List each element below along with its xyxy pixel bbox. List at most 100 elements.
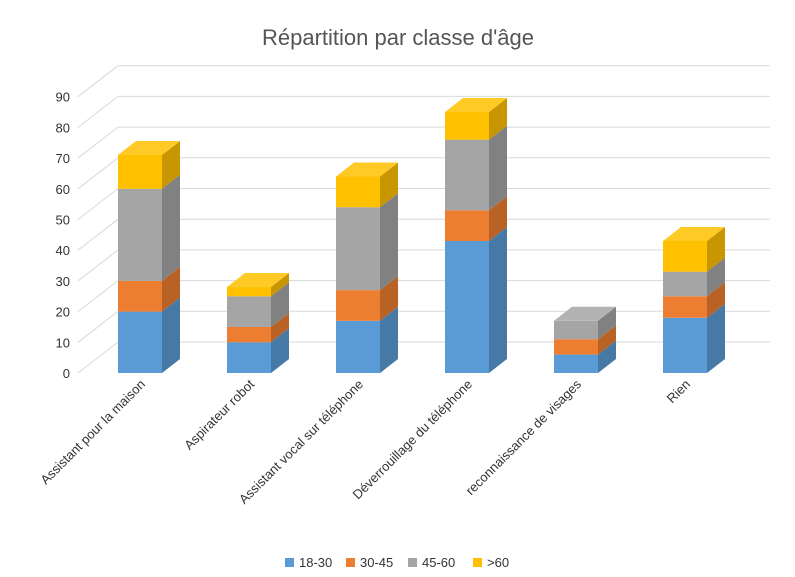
bar-segment	[227, 342, 271, 373]
gridline-diagonal	[77, 126, 119, 159]
y-tick-label: 0	[63, 366, 70, 381]
bar-stack	[554, 306, 616, 373]
bar-segment	[118, 280, 162, 312]
legend-swatch	[285, 558, 294, 567]
category-label: Déverrouillage du téléphone	[350, 377, 476, 503]
bar-stack	[663, 226, 725, 373]
bar-segment-side	[489, 226, 507, 373]
category-label: Assistant vocal sur téléphone	[236, 377, 366, 507]
bar-segment-side	[598, 340, 616, 373]
bar-segment-side	[162, 174, 180, 281]
bar-segment	[663, 296, 707, 318]
legend-swatch	[473, 558, 482, 567]
gridline-diagonal	[77, 157, 119, 190]
bar-segment	[336, 207, 380, 291]
gridlines	[77, 65, 770, 374]
bar-segment-side	[271, 282, 289, 327]
gridline-diagonal	[77, 280, 119, 312]
bar-segment-side	[707, 257, 725, 297]
bar-top	[663, 226, 725, 241]
bar-segment	[445, 210, 489, 241]
bar-stack	[336, 162, 398, 373]
bar-segment-side	[707, 282, 725, 318]
legend-label: 18-30	[299, 555, 332, 570]
bar-segment-side	[271, 312, 289, 343]
category-labels: Assistant pour la maison Aspirateur robot…	[37, 376, 693, 507]
bar-segment-side	[380, 193, 398, 291]
bar-top	[554, 306, 616, 321]
y-axis-ticks: 0 10 20 30 40 50 60 70 80 90	[56, 90, 70, 381]
bar-segment	[336, 320, 380, 373]
legend: 18-30 30-45 45-60 >60	[285, 555, 509, 570]
bar-segment-side	[162, 141, 180, 189]
y-tick-label: 70	[56, 151, 70, 166]
bar-stack	[227, 273, 289, 373]
legend-label: 45-60	[422, 555, 455, 570]
legend-swatch	[408, 558, 417, 567]
category-label: Aspirateur robot	[181, 376, 257, 452]
gridline-diagonal	[77, 188, 119, 220]
bar-segment	[554, 354, 598, 373]
bar-segment-side	[271, 328, 289, 373]
bar-segment	[445, 240, 489, 373]
bar-segment	[227, 287, 271, 297]
bar-segment	[336, 290, 380, 321]
bar-segment-side	[707, 226, 725, 272]
bar-segment-side	[598, 325, 616, 355]
category-label: Assistant pour la maison	[37, 377, 148, 488]
gridline-diagonal	[77, 65, 119, 98]
bar-segment-side	[380, 162, 398, 208]
bar-segment	[445, 112, 489, 140]
legend-swatch	[346, 558, 355, 567]
y-tick-label: 50	[56, 213, 70, 228]
bar-segment-side	[489, 125, 507, 211]
gridline-diagonal	[77, 310, 119, 343]
bar-segment-side	[162, 266, 180, 312]
y-tick-label: 60	[56, 182, 70, 197]
bar-segment-side	[489, 98, 507, 140]
bar-segment	[663, 317, 707, 373]
bars	[118, 98, 725, 373]
gridline-diagonal	[77, 218, 119, 251]
y-tick-label: 40	[56, 243, 70, 258]
bar-top	[227, 273, 289, 288]
bar-top	[336, 162, 398, 177]
bar-segment	[554, 320, 598, 340]
bar-top	[445, 98, 507, 113]
category-label: Rien	[664, 377, 694, 407]
bar-segment	[554, 339, 598, 355]
bar-segment-side	[162, 297, 180, 373]
y-tick-label: 10	[56, 335, 70, 350]
bar-segment	[118, 155, 162, 189]
gridline-diagonal	[77, 249, 119, 282]
y-tick-label: 90	[56, 90, 70, 105]
bar-stack	[445, 98, 507, 373]
bar-segment	[118, 188, 162, 281]
bar-segment	[227, 326, 271, 343]
bar-segment	[445, 139, 489, 211]
y-tick-label: 20	[56, 305, 70, 320]
bar-segment	[663, 271, 707, 297]
bar-top	[118, 141, 180, 156]
bar-segment-side	[271, 273, 289, 297]
bar-segment-side	[380, 276, 398, 321]
gridline-diagonal	[77, 96, 119, 128]
legend-label: 30-45	[360, 555, 393, 570]
chart-title: Répartition par classe d'âge	[262, 25, 534, 50]
bar-segment	[336, 176, 380, 208]
bar-segment-side	[380, 306, 398, 373]
y-tick-label: 80	[56, 120, 70, 135]
bar-segment	[663, 240, 707, 272]
bar-segment-side	[489, 196, 507, 241]
category-label: reconnaissance de visages	[463, 376, 585, 498]
legend-label: >60	[487, 555, 509, 570]
bar-stack	[118, 141, 180, 373]
y-tick-label: 30	[56, 274, 70, 289]
bar-segment	[118, 311, 162, 373]
bar-segment	[227, 296, 271, 327]
bar-segment-side	[598, 306, 616, 340]
gridline-diagonal	[77, 341, 119, 374]
bar-segment-side	[707, 303, 725, 373]
